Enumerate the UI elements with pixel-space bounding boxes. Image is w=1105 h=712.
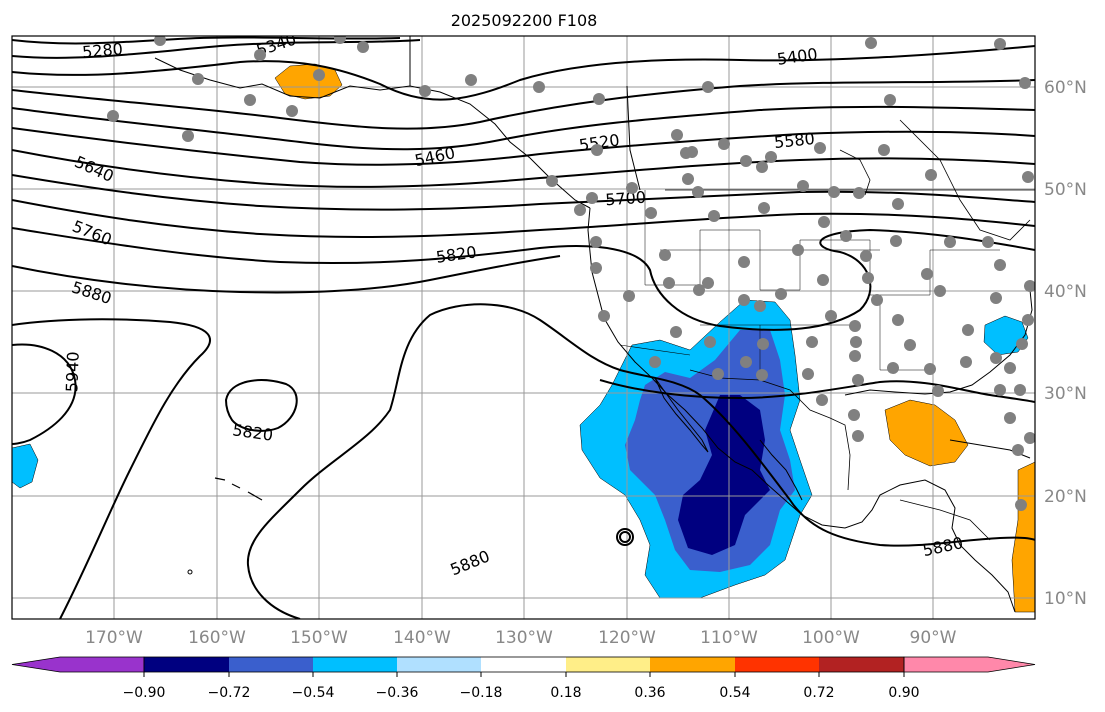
lat-label: 20°N xyxy=(1044,487,1087,507)
colorbar-tick-label: −0.90 xyxy=(123,685,166,701)
lat-label: 60°N xyxy=(1044,78,1087,98)
colorbar-tick-label: 0.36 xyxy=(634,685,665,701)
colorbar: −0.90 −0.72 −0.54 −0.36 −0.18 0.18 0.36 … xyxy=(11,656,1036,701)
colorbar-tick-label: −0.36 xyxy=(376,685,419,701)
contour-label-5700: 5700 xyxy=(605,188,647,210)
colorbar-segment xyxy=(819,657,904,672)
longitude-labels: 170°W 160°W 150°W 140°W 130°W 120°W 110°… xyxy=(85,628,957,648)
lon-label: 170°W xyxy=(85,628,143,648)
lat-label: 50°N xyxy=(1044,180,1087,200)
contour-label-5940: 5940 xyxy=(62,351,82,392)
height-contours xyxy=(12,36,1035,619)
colorbar-extend-left xyxy=(11,656,145,673)
colorbar-segment xyxy=(650,657,735,672)
negative-anomaly-west-edge xyxy=(12,443,39,489)
colorbar-tick-label: −0.18 xyxy=(460,685,503,701)
station-markers xyxy=(107,36,1035,511)
colorbar-segment xyxy=(144,657,229,672)
map-panel: 5280 5340 5400 5460 5520 5580 5640 5700 … xyxy=(12,36,1035,619)
lon-label: 160°W xyxy=(188,628,246,648)
colorbar-segment xyxy=(229,657,313,672)
negative-anomaly-dark xyxy=(678,395,770,555)
colorbar-segment xyxy=(566,657,650,672)
anomaly-shading xyxy=(12,63,1035,613)
colorbar-tick-label: 0.72 xyxy=(803,685,834,701)
lat-label: 10°N xyxy=(1044,589,1087,609)
coastlines xyxy=(154,36,1035,613)
positive-anomaly-gulf xyxy=(884,399,969,467)
figure-title: 2025092200 F108 xyxy=(451,11,598,30)
colorbar-extend-right xyxy=(903,656,1036,673)
colorbar-tick-label: 0.54 xyxy=(719,685,750,701)
colorbar-segment xyxy=(481,657,566,672)
colorbar-segment xyxy=(313,657,397,672)
lon-label: 130°W xyxy=(495,628,553,648)
graticule xyxy=(12,36,1035,619)
lat-label: 30°N xyxy=(1044,384,1087,404)
contour-label-5280: 5280 xyxy=(81,39,123,61)
lon-label: 120°W xyxy=(598,628,656,648)
lon-label: 150°W xyxy=(290,628,348,648)
latitude-labels: 60°N 50°N 40°N 30°N 20°N 10°N xyxy=(1044,78,1087,609)
lon-label: 100°W xyxy=(802,628,860,648)
colorbar-segment xyxy=(397,657,481,672)
colorbar-segment xyxy=(735,657,819,672)
colorbar-tick-label: −0.72 xyxy=(208,685,251,701)
lon-label: 140°W xyxy=(393,628,451,648)
colorbar-tick-label: 0.90 xyxy=(888,685,919,701)
colorbar-tick-label: −0.54 xyxy=(292,685,335,701)
lon-label: 110°W xyxy=(700,628,758,648)
contour-label-5580: 5580 xyxy=(773,129,815,152)
colorbar-tick-label: 0.18 xyxy=(550,685,581,701)
negative-anomaly-mid xyxy=(625,330,795,572)
lon-label: 90°W xyxy=(910,628,957,648)
map-frame xyxy=(11,35,1036,620)
lat-label: 40°N xyxy=(1044,282,1087,302)
